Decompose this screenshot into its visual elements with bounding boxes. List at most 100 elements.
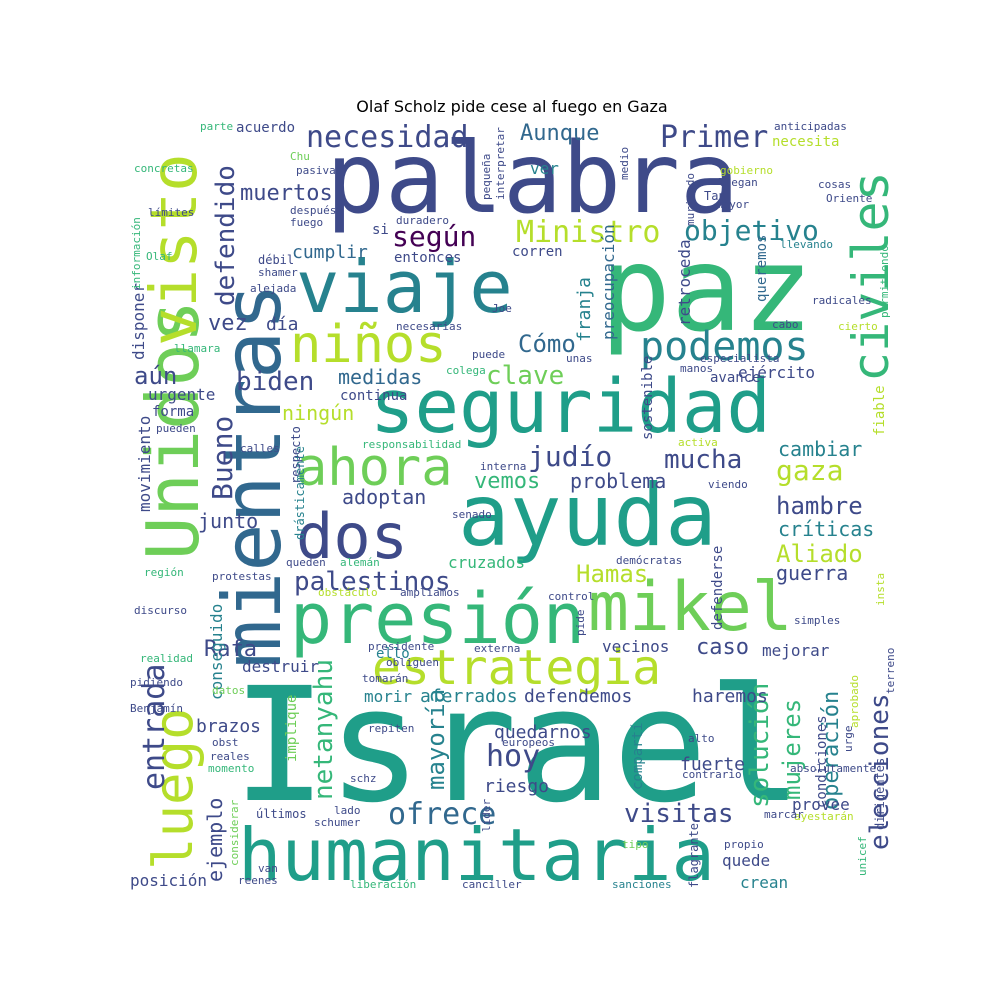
cloud-word: pequeña xyxy=(480,154,493,200)
cloud-word: fuerte xyxy=(680,754,745,775)
cloud-word: cierto xyxy=(838,320,878,333)
cloud-word: colega xyxy=(446,364,486,377)
cloud-word: ahora xyxy=(296,438,453,498)
cloud-word: Bueno xyxy=(206,416,239,500)
cloud-word: ofrece xyxy=(388,797,496,832)
cloud-word: ayuda xyxy=(458,466,717,566)
cloud-word: alejada xyxy=(250,282,296,295)
cloud-word: judío xyxy=(528,440,612,473)
cloud-word: humanitaria xyxy=(238,813,715,897)
cloud-word: tipo xyxy=(622,838,649,851)
cloud-word: anticipadas xyxy=(774,120,847,133)
cloud-word: ejemplo xyxy=(203,798,227,882)
cloud-word: defenderse xyxy=(710,546,726,630)
cloud-word: presión xyxy=(290,578,585,660)
cloud-word: aún xyxy=(134,362,177,390)
cloud-word: Benjamín xyxy=(130,702,183,715)
cloud-word: concretas xyxy=(134,162,194,175)
cloud-word: críticas xyxy=(778,517,874,541)
cloud-word: forma xyxy=(152,404,194,420)
cloud-word: guerra xyxy=(776,561,848,585)
cloud-word: pide xyxy=(574,610,587,637)
cloud-word: contrario xyxy=(682,768,742,781)
cloud-word: acuerdo xyxy=(236,120,295,136)
cloud-word: cumplir xyxy=(292,242,368,263)
cloud-word: ampliamos xyxy=(400,586,460,599)
cloud-word: información xyxy=(130,217,143,290)
cloud-word: reales xyxy=(210,750,250,763)
cloud-word: brazos xyxy=(196,716,261,737)
cloud-word: obst xyxy=(212,736,239,749)
cloud-word: mucha xyxy=(664,445,742,475)
cloud-word: flagrante xyxy=(687,823,701,888)
cloud-word: control xyxy=(548,590,594,603)
cloud-word: manos xyxy=(680,362,713,375)
cloud-word: simples xyxy=(794,614,840,627)
cloud-word: obliguen xyxy=(386,656,439,669)
cloud-word: Unidos xyxy=(131,300,215,560)
cloud-word: considerar xyxy=(228,799,241,866)
cloud-word: puede xyxy=(472,348,505,361)
cloud-word: absolutamente xyxy=(790,762,876,775)
cloud-word: continua xyxy=(340,388,407,404)
cloud-word: van xyxy=(258,862,278,875)
cloud-word: alemán xyxy=(340,556,380,569)
cloud-word: operación xyxy=(819,691,844,810)
cloud-word: urge xyxy=(842,726,855,753)
cloud-word: vecinos xyxy=(602,637,669,656)
cloud-word: preocupación xyxy=(599,224,618,340)
cloud-word: vemos xyxy=(474,469,540,494)
cloud-word: protestas xyxy=(212,570,272,583)
cloud-word: Hamas xyxy=(576,560,648,588)
cloud-word: provee xyxy=(792,795,850,814)
cloud-word: aprobado xyxy=(848,675,861,728)
cloud-word: Tan xyxy=(704,189,726,203)
cloud-word: propio xyxy=(724,838,764,851)
cloud-word: schz xyxy=(350,772,377,785)
cloud-word: morir xyxy=(364,687,413,706)
cloud-word: interpretar xyxy=(494,127,507,200)
cloud-word: ejército xyxy=(738,363,815,382)
cloud-word: schumer xyxy=(314,816,361,829)
cloud-word: calles xyxy=(240,442,280,455)
cloud-word: Israel xyxy=(232,654,803,838)
cloud-word: condiciones xyxy=(814,715,830,808)
cloud-word: si xyxy=(372,222,389,238)
cloud-word: solución xyxy=(745,683,775,808)
cloud-word: muertos xyxy=(240,181,333,206)
cloud-word: sanciones xyxy=(612,878,672,891)
cloud-word: externa xyxy=(474,642,520,655)
cloud-word: duradero xyxy=(396,214,449,227)
cloud-word: compartí xyxy=(630,723,646,790)
cloud-word: pueden xyxy=(156,422,196,435)
cloud-word: problema xyxy=(570,469,666,493)
cloud-word: mientras xyxy=(206,283,299,668)
cloud-word: corren xyxy=(512,244,563,260)
cloud-word: visto xyxy=(138,153,212,346)
cloud-word: mikel xyxy=(588,568,793,647)
cloud-word: necesita xyxy=(772,134,839,150)
cloud-word: defendemos xyxy=(524,686,632,707)
cloud-word: responsabilidad xyxy=(362,438,461,451)
cloud-word: queden xyxy=(286,556,326,569)
cloud-word: adoptan xyxy=(342,485,426,509)
cloud-word: fuego xyxy=(290,216,323,229)
cloud-word: radicales xyxy=(812,294,872,307)
cloud-word: unicef xyxy=(856,836,869,876)
cloud-word: cruzados xyxy=(448,553,525,572)
cloud-word: disponer xyxy=(129,283,148,360)
cloud-word: quede xyxy=(722,851,770,870)
cloud-word: entonces xyxy=(394,250,461,266)
cloud-word: queremos xyxy=(754,235,770,302)
cloud-word: región xyxy=(144,566,184,579)
cloud-word: día xyxy=(266,314,299,335)
cloud-word: Primer xyxy=(660,120,768,155)
cloud-word: Oriente xyxy=(826,192,872,205)
cloud-word: Ministro xyxy=(516,215,661,250)
cloud-word: según xyxy=(392,220,476,253)
cloud-word: elecciones xyxy=(865,693,895,850)
cloud-word: dos xyxy=(296,500,408,573)
cloud-word: alto xyxy=(688,732,715,745)
cloud-word: destruir xyxy=(242,657,319,676)
